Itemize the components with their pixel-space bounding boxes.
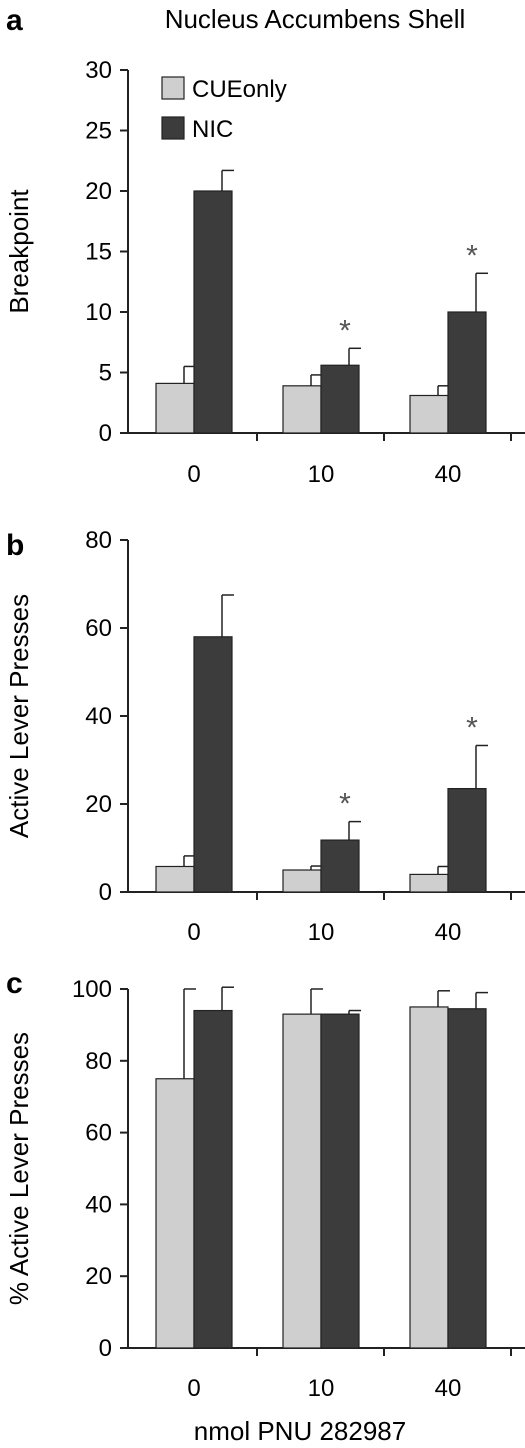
significance-star: * xyxy=(339,788,351,821)
x-tick-label: 0 xyxy=(187,919,200,946)
y-tick-label: 10 xyxy=(85,299,112,326)
panel-letter: c xyxy=(6,967,23,1000)
y-tick-label: 80 xyxy=(85,527,112,554)
x-tick-label: 40 xyxy=(435,919,462,946)
significance-star: * xyxy=(339,314,351,347)
bar-CUEonly-10 xyxy=(282,385,322,434)
legend-swatch-NIC xyxy=(161,116,185,140)
bar-CUEonly-10 xyxy=(282,869,322,893)
figure-title: Nucleus Accumbens Shell xyxy=(165,4,466,34)
x-tick-label: 0 xyxy=(187,461,200,488)
x-tick-label: 10 xyxy=(308,461,335,488)
significance-star: * xyxy=(466,711,478,744)
chart-panels: a 0 5 10 15 20 25 30 Breakpoint 0 10 40 * * CUEonly NIC… xyxy=(4,4,525,1402)
y-tick-label: 15 xyxy=(85,239,112,266)
bar-CUEonly-0 xyxy=(155,382,195,434)
bar-CUEonly-40 xyxy=(409,394,449,434)
x-tick-label: 40 xyxy=(435,461,462,488)
figure-xlabel: nmol PNU 282987 xyxy=(194,1416,406,1446)
y-axis-label: % Active Lever Presses xyxy=(4,1032,34,1305)
bar-NIC-10 xyxy=(320,1013,360,1349)
panel-letter: b xyxy=(6,529,24,562)
bar-CUEonly-0 xyxy=(155,1078,195,1349)
y-tick-label: 20 xyxy=(85,791,112,818)
y-tick-label: 100 xyxy=(72,976,112,1003)
y-axis-label: Active Lever Presses xyxy=(4,594,34,838)
y-tick-label: 0 xyxy=(99,420,112,447)
y-tick-label: 60 xyxy=(85,615,112,642)
y-tick-label: 40 xyxy=(85,703,112,730)
bar-NIC-40 xyxy=(447,787,487,893)
significance-star: * xyxy=(466,239,478,272)
x-tick-label: 0 xyxy=(187,1375,200,1402)
panel-b: b 0 20 40 60 80 Active Lever Presses 0 10 40 * * xyxy=(4,527,525,946)
bar-CUEonly-10 xyxy=(282,1013,322,1349)
bar-CUEonly-0 xyxy=(155,865,195,893)
bar-NIC-40 xyxy=(447,311,487,434)
y-tick-label: 20 xyxy=(85,1263,112,1290)
bar-CUEonly-40 xyxy=(409,873,449,893)
y-tick-label: 5 xyxy=(99,360,112,387)
bar-NIC-40 xyxy=(447,1008,487,1349)
legend-label: NIC xyxy=(192,116,233,143)
y-tick-label: 30 xyxy=(85,57,112,84)
panel-c: c 0 20 40 60 80 100 % Active Lever Presses 0 10 40 xyxy=(4,967,525,1402)
bar-NIC-10 xyxy=(320,364,360,434)
legend-label: CUEonly xyxy=(192,76,287,103)
y-tick-label: 20 xyxy=(85,178,112,205)
bar-NIC-0 xyxy=(193,190,233,434)
y-tick-label: 60 xyxy=(85,1120,112,1147)
y-tick-label: 0 xyxy=(99,1335,112,1362)
y-tick-label: 0 xyxy=(99,879,112,906)
x-tick-label: 40 xyxy=(435,1375,462,1402)
panel-a: a 0 5 10 15 20 25 30 Breakpoint 0 10 40 * * CUEonly NIC xyxy=(4,4,525,488)
bar-NIC-0 xyxy=(193,1009,233,1349)
bar-NIC-10 xyxy=(320,839,360,893)
y-tick-label: 25 xyxy=(85,118,112,145)
x-tick-label: 10 xyxy=(308,1375,335,1402)
y-tick-label: 40 xyxy=(85,1191,112,1218)
bar-CUEonly-40 xyxy=(409,1006,449,1349)
bar-NIC-0 xyxy=(193,636,233,893)
y-axis-label: Breakpoint xyxy=(4,189,34,314)
panel-letter: a xyxy=(6,4,23,37)
legend-swatch-CUEonly xyxy=(161,76,185,100)
x-tick-label: 10 xyxy=(308,919,335,946)
y-tick-label: 80 xyxy=(85,1048,112,1075)
